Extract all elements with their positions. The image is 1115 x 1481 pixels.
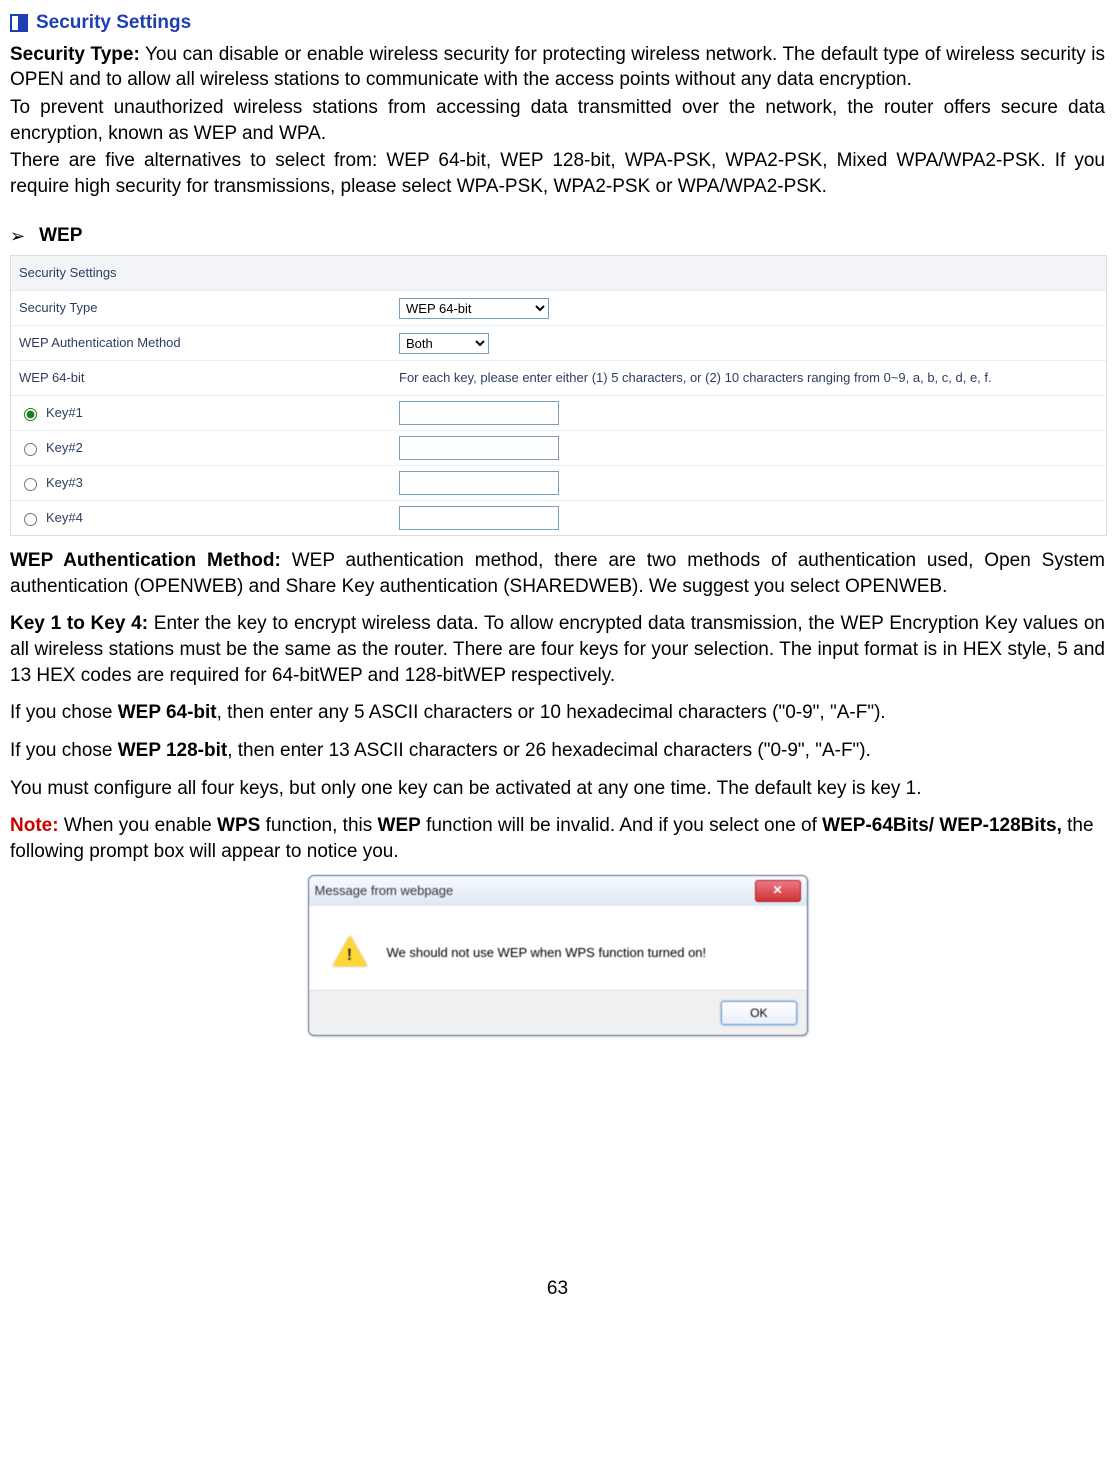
close-glyph: ✕ [772,882,782,898]
wep64-post: , then enter any 5 ASCII characters or 1… [217,702,886,723]
key4-label: Key#4 [46,509,83,527]
key1-row: Key#1 [11,396,1106,431]
message-dialog: Message from webpage ✕ ! We should not u… [308,875,808,1036]
note-t3: function will be invalid. And if you sel… [421,815,822,836]
key2-input[interactable] [399,436,559,460]
wep-auth-desc: WEP Authentication Method: WEP authentic… [10,548,1105,599]
wep128-bold: WEP 128-bit [118,740,227,761]
note-t1: When you enable [59,815,217,836]
wep64-row-label: WEP 64-bit [19,369,399,387]
intro-para-2: To prevent unauthorized wireless station… [10,95,1105,146]
wep-subheading: ➢ WEP [10,223,1105,249]
intro-para-1: Security Type: You can disable or enable… [10,42,1105,93]
key2-label: Key#2 [46,439,83,457]
security-type-select[interactable]: WEP 64-bit [399,298,549,319]
key3-input[interactable] [399,471,559,495]
key4-radio[interactable] [24,513,37,526]
dialog-body: ! We should not use WEP when WPS functio… [309,906,807,990]
key2-radio[interactable] [24,443,37,456]
ok-button[interactable]: OK [721,1001,796,1025]
key3-radio[interactable] [24,478,37,491]
key2-row: Key#2 [11,431,1106,466]
dialog-footer: OK [309,990,807,1035]
key1-radio[interactable] [24,408,37,421]
wep64-hint: For each key, please enter either (1) 5 … [399,369,1098,387]
security-type-label: Security Type: [10,44,140,65]
settings-header-label: Security Settings [19,264,117,282]
key1-label: Key#1 [46,404,83,422]
dialog-title: Message from webpage [315,882,454,900]
square-bullet-icon [10,14,28,32]
security-type-row-label: Security Type [19,299,399,317]
auth-method-select[interactable]: Both [399,333,489,354]
key3-row: Key#3 [11,466,1106,501]
all-four-keys-line: You must configure all four keys, but on… [10,776,1105,802]
wep128-post: , then enter 13 ASCII characters or 26 h… [227,740,871,761]
warning-icon: ! [333,936,367,970]
page-number: 63 [10,1276,1105,1302]
dialog-titlebar: Message from webpage ✕ [309,876,807,906]
auth-method-row: WEP Authentication Method Both [11,326,1106,361]
wep-keys-desc: Key 1 to Key 4: Enter the key to encrypt… [10,611,1105,688]
note-label: Note: [10,815,59,836]
wep64-hint-row: WEP 64-bit For each key, please enter ei… [11,361,1106,396]
wep-label: WEP [39,223,82,249]
settings-header-row: Security Settings [11,256,1106,291]
wep64-bold: WEP 64-bit [118,702,217,723]
note-t2: function, this [260,815,377,836]
note-wep-bits: WEP-64Bits/ WEP-128Bits, [822,815,1062,836]
key4-row: Key#4 [11,501,1106,535]
wep-keys-label: Key 1 to Key 4: [10,613,148,634]
arrow-icon: ➢ [10,224,25,248]
section-header: Security Settings [10,10,1105,36]
section-title: Security Settings [36,10,191,36]
wep-keys-text: Enter the key to encrypt wireless data. … [10,613,1105,685]
security-type-text: You can disable or enable wireless secur… [10,44,1105,91]
auth-method-row-label: WEP Authentication Method [19,334,399,352]
wep128-line: If you chose WEP 128-bit, then enter 13 … [10,738,1105,764]
note-wep: WEP [378,815,421,836]
security-settings-panel: Security Settings Security Type WEP 64-b… [10,255,1107,536]
key1-input[interactable] [399,401,559,425]
note-wps: WPS [217,815,260,836]
key4-input[interactable] [399,506,559,530]
wep128-pre: If you chose [10,740,118,761]
wep-auth-label: WEP Authentication Method: [10,550,281,571]
intro-para-3: There are five alternatives to select fr… [10,148,1105,199]
wep64-pre: If you chose [10,702,118,723]
wep64-line: If you chose WEP 64-bit, then enter any … [10,700,1105,726]
close-icon[interactable]: ✕ [755,880,801,902]
note-line: Note: When you enable WPS function, this… [10,813,1105,864]
dialog-message: We should not use WEP when WPS function … [387,944,707,962]
security-type-row: Security Type WEP 64-bit [11,291,1106,326]
key3-label: Key#3 [46,474,83,492]
